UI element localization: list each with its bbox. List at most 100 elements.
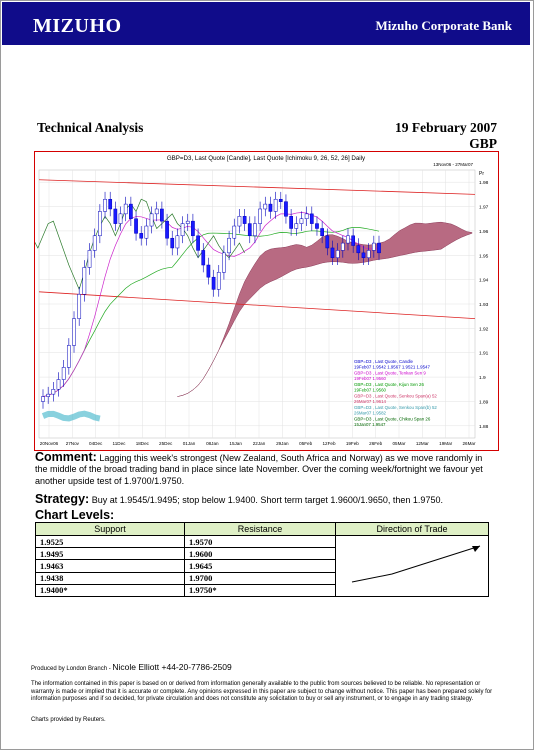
legend-series-value: 15Jan07 1.9547 [354,422,386,427]
trend-line [38,179,476,195]
candle-body [123,203,128,215]
candle-body [330,247,335,258]
early-cloud [41,410,101,422]
y-tick-label: 1.95 [479,253,489,259]
candle-body [253,223,257,237]
candle-body [263,203,268,210]
trend-direction-cell [335,535,489,597]
candle-body [366,250,371,258]
candle-body [284,201,288,217]
commentary-heading: Comment: [35,450,97,464]
x-tick-label: 26Mar [462,441,475,446]
candle-body [191,220,195,237]
candle-body [315,223,319,229]
legend-series-value: 19Feb07 1.9560 [354,376,387,381]
candle-body [160,208,164,222]
candle-body [154,208,159,215]
chart-range-label: 13Nov06 - 27Mar07 [433,162,473,167]
x-tick-label: 29Jan [276,441,289,446]
direction-header: Direction of Trade [335,522,489,536]
strategy-text: Buy at 1.9545/1.9495; stop below 1.9400.… [91,495,443,505]
producer-label: Produced by London Branch - [31,666,113,672]
candle-body [309,213,314,224]
header-banner: MIZUHO Mizuho Corporate Bank [2,2,530,45]
y-tick-label: 1.93 [479,302,489,308]
support-value: 1.9463 [35,559,185,573]
x-tick-label: 12Mar [416,441,429,446]
resistance-value: 1.9600 [184,547,336,561]
candle-body [325,235,330,249]
trend-arrow-icon [351,545,481,583]
y-tick-label: 1.97 [479,205,489,211]
candle-body [242,216,247,224]
legend-series-name: GBP=D3 , Last Quote, Senkou Span(a) 52 [354,394,437,399]
candle-body [216,272,221,290]
legend-series-name: GBP=D3 , Last Quote, Kijun Sen 26 [354,382,424,387]
candle-body [185,220,190,224]
support-header: Support [35,522,185,536]
chart-title: GBP=D3, Last Quote [Candle], Last Quote … [167,155,366,162]
resistance-value: 1.9645 [184,559,336,573]
x-tick-label: 12Feb [322,441,335,446]
candle-body [237,216,242,227]
candle-body [211,276,216,290]
candle-body [139,233,144,239]
tenkan-sen-line [42,212,380,397]
support-value: 1.9495 [35,547,185,561]
candle-body [335,250,340,258]
candle-body [294,223,299,229]
candle-body [201,250,206,266]
legend-series-name: GBP=D3 , Last Quote, Tenkan Sen 9 [354,371,426,376]
x-tick-label: 22Jan [253,441,266,446]
trend-line [38,291,476,320]
candle-body [175,235,180,249]
candle-body [66,345,71,368]
y-tick-label: 1.9 [479,375,486,381]
kumo-cloud [177,221,473,397]
candle-body [129,203,133,219]
candle-body [356,245,361,254]
y-tick-label: 1.92 [479,326,489,332]
resistance-header: Resistance [184,522,336,536]
candle-body [92,235,97,251]
bank-name: Mizuho Corporate Bank [375,18,513,33]
y-tick-label: 1.88 [479,424,489,430]
x-tick-label: 20Nov06 [40,441,59,446]
chart-svg: GBP=D3, Last Quote [Candle], Last Quote … [35,155,489,446]
candle-body [134,218,138,234]
candle-body [41,396,45,402]
candle-body [51,389,56,395]
candle-body [222,252,226,273]
candle-body [196,235,200,251]
candle-body [340,242,345,251]
x-tick-label: 26Feb [369,441,382,446]
y-tick-label: 1.89 [479,399,489,405]
candle-body [351,235,356,246]
support-value: 1.9438 [35,571,185,585]
candle-body [165,220,169,239]
candle-body [289,216,293,229]
candle-body [103,198,107,212]
legend-series-value: 26Mar07 1.9582 [354,411,387,416]
x-tick-label: 15Jan [229,441,242,446]
x-tick-label: 27Nov [66,441,80,446]
x-tick-label: 19Feb [346,441,359,446]
legend-series-value: 19Feb07 1.9542 1.9567 1.9521 1.9547 [354,365,430,370]
legend-series-name: GBP=D3 , Last Quote, Candle [354,359,413,364]
y-tick-label: 1.96 [479,229,489,235]
table-row: 1.9525 1.9570 [35,534,489,597]
legend-series-name: GBP=D3 , Last Quote, Chikou Span 26 [354,417,431,422]
candle-body [98,211,102,237]
producer-line: Produced by London Branch - Nicole Ellio… [31,662,232,672]
candle-body [227,237,231,254]
commentary-text: Lagging this week's strongest (New Zeala… [35,453,483,486]
levels-heading: Chart Levels: [35,508,115,522]
y-axis-unit: Pr [479,171,484,177]
resistance-value: 1.9570 [184,534,336,549]
candle-body [377,242,381,254]
y-tick-label: 1.91 [479,351,489,357]
candle-body [56,379,61,390]
candle-body [371,242,376,251]
x-tick-label: 08Jan [206,441,219,446]
candle-body [46,393,51,397]
